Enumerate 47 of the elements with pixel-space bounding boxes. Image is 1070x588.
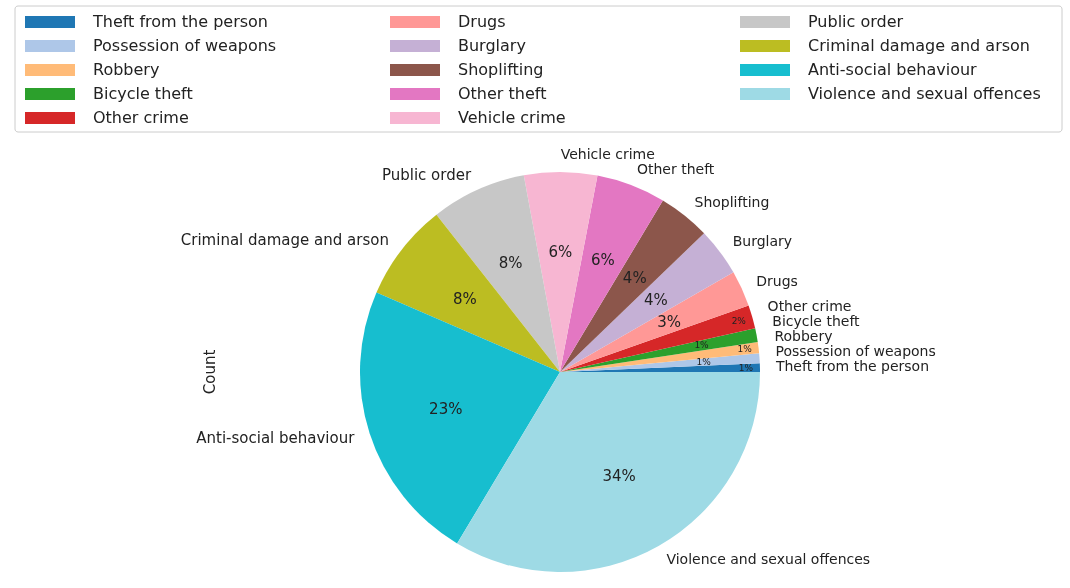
pie-slice [360,292,560,544]
data-label: 34% [602,467,636,486]
slice-label: Bicycle theft [772,313,861,330]
legend-label: Public order [808,12,904,31]
data-label: 4% [644,290,668,309]
slice-label: Violence and sexual offences [666,550,871,567]
slice-label: Criminal damage and arson [180,231,389,250]
legend-label: Other theft [458,84,547,103]
data-label: 1% [738,362,754,373]
slice-label: Anti-social behaviour [196,429,356,448]
legend-label: Bicycle theft [93,84,193,103]
data-label: 23% [429,399,463,418]
data-label: 4% [622,269,647,288]
data-label: 2% [731,315,747,326]
slice-label: Other theft [636,161,715,178]
legend-label: Theft from the person [92,12,268,31]
legend-label: Vehicle crime [458,108,566,127]
data-label: 8% [498,253,523,272]
data-label: 1% [737,344,753,355]
text: Count [201,349,219,395]
data-label: 8% [453,289,477,308]
data-label: 1% [696,357,712,368]
slice-label: Robbery [774,328,833,345]
legend-label: Robbery [93,60,160,79]
legend-label: Violence and sexual offences [808,84,1041,103]
slice-label: Vehicle crime [560,146,655,163]
legend-label: Drugs [458,12,506,31]
legend-label: Other crime [93,108,189,127]
slice-label: Burglary [732,233,793,250]
slice-label: Public order [381,166,472,185]
slice-label: Drugs [756,272,798,289]
data-label: 6% [548,243,573,261]
data-label: 1% [694,340,710,351]
legend-label: Burglary [458,36,526,55]
pie-slice [560,305,756,372]
pie-slice [560,341,760,372]
legend-label: Criminal damage and arson [808,36,1030,55]
slice-label: Shoplifting [694,194,770,210]
slice-label: Possession of weapons [775,343,936,360]
data-label: 3% [657,312,681,331]
data-label: 6% [590,250,615,269]
legend-label: Anti-social behaviour [808,60,978,79]
legend-label: Shoplifting [458,60,544,79]
slice-label: Theft from the person [774,358,930,375]
legend-label: Possession of weapons [93,36,277,55]
pie-slice [560,328,758,372]
slice-label: Other crime [767,298,852,315]
